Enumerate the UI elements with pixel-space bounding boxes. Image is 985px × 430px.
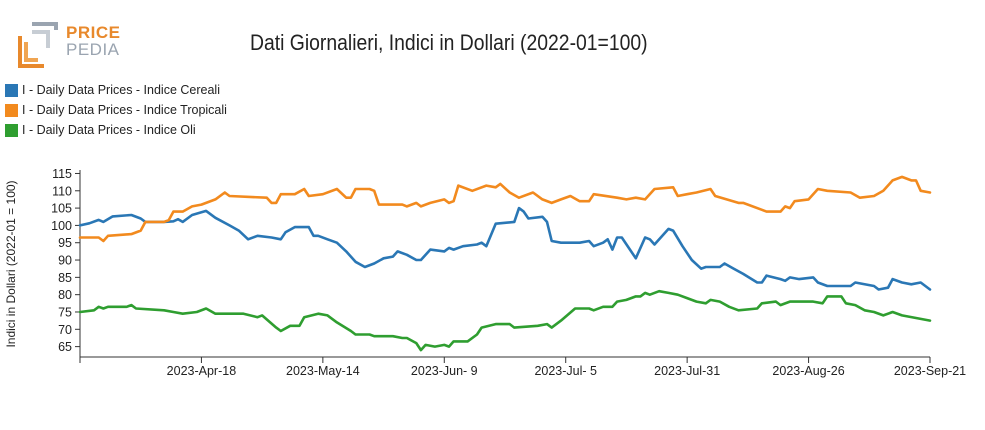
y-tick-label: 70 — [58, 323, 72, 337]
pricepedia-logo: PRICE PEDIA — [18, 22, 128, 70]
y-tick-label: 65 — [58, 340, 72, 354]
logo-price-text: PRICE — [66, 23, 121, 42]
y-tick-label: 110 — [52, 184, 72, 198]
y-tick-label: 95 — [58, 236, 72, 250]
logo-pedia-text: PEDIA — [66, 40, 120, 59]
x-tick-label: 2023-Aug-26 — [772, 364, 844, 378]
y-axis: 65 70 75 80 85 90 95 100 105 110 115 — [51, 167, 81, 357]
legend-label-tropicali: I - Daily Data Prices - Indice Tropicali — [22, 103, 227, 117]
legend-item-oli[interactable]: I - Daily Data Prices - Indice Oli — [5, 120, 227, 140]
series-line-tropicali[interactable] — [78, 175, 932, 243]
y-tick-label: 90 — [58, 254, 72, 268]
legend-item-cereali[interactable]: I - Daily Data Prices - Indice Cereali — [5, 80, 227, 100]
legend-swatch-cereali — [5, 83, 18, 97]
x-tick-label: 2023-May-14 — [286, 364, 360, 378]
series-line-oli[interactable] — [78, 289, 932, 352]
x-tick-label: 2023-Jun- 9 — [411, 364, 478, 378]
y-tick-label: 115 — [52, 167, 72, 181]
legend-item-tropicali[interactable]: I - Daily Data Prices - Indice Tropicali — [5, 100, 227, 120]
y-tick-label: 75 — [58, 305, 72, 319]
legend-swatch-oli — [5, 123, 18, 137]
legend-label-cereali: I - Daily Data Prices - Indice Cereali — [22, 83, 220, 97]
x-tick-label: 2023-Apr-18 — [167, 364, 237, 378]
series-layer — [78, 175, 932, 352]
x-axis: 2023-Apr-18 2023-May-14 2023-Jun- 9 2023-Ju… — [79, 356, 966, 378]
y-axis-title: Indici in Dollari (2022-01 = 100) — [4, 180, 18, 347]
x-tick-label: 2023-Jul- 5 — [534, 364, 597, 378]
chart-legend: I - Daily Data Prices - Indice Cereali I… — [5, 80, 227, 140]
y-tick-label: 85 — [58, 271, 72, 285]
legend-swatch-tropicali — [5, 103, 18, 117]
chart-title: Dati Giornalieri, Indici in Dollari (202… — [250, 30, 648, 55]
legend-label-oli: I - Daily Data Prices - Indice Oli — [22, 123, 196, 137]
y-tick-label: 105 — [51, 202, 72, 216]
logo-mark-icon — [18, 22, 58, 68]
y-tick-label: 80 — [58, 288, 72, 302]
x-tick-label: 2023-Jul-31 — [654, 364, 720, 378]
series-line-cereali[interactable] — [78, 206, 932, 291]
x-tick-label: 2023-Sep-21 — [894, 364, 966, 378]
y-tick-label: 100 — [51, 219, 72, 233]
